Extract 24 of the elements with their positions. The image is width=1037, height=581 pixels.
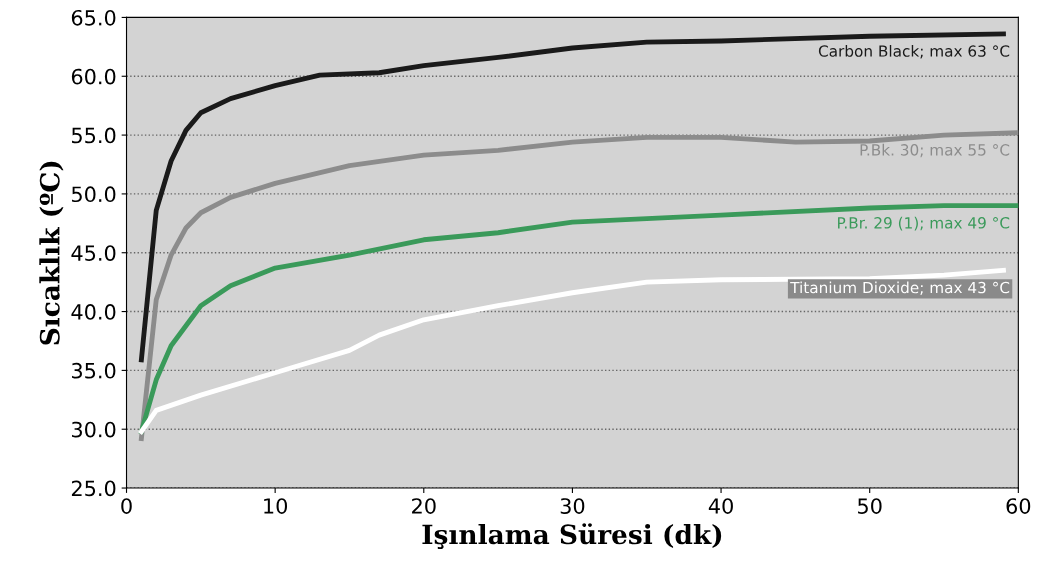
x-tick-label: 40 [708, 498, 733, 514]
x-tick-label: 50 [858, 498, 882, 514]
series-label: P.Br. 29 (1); max 49 °C [838, 216, 1010, 231]
y-tick-label: 65.0 [71, 9, 116, 26]
line-series [138, 203, 1019, 434]
y-tick-label: 50.0 [72, 186, 116, 203]
y-tick-label: 60.0 [71, 68, 116, 85]
y-tick-label: 25.0 [71, 480, 116, 497]
y-tick-label: 40.0 [71, 304, 116, 320]
y-tick-label: 35.0 [71, 362, 116, 379]
series-label: P.Bk. 30; max 55 °C [860, 143, 1010, 158]
x-tick-label: 60 [1006, 498, 1031, 514]
x-tick-label: 10 [264, 498, 288, 514]
y-tick-label: 30.0 [71, 421, 116, 438]
x-tick-label: 0 [121, 498, 132, 514]
line-series [138, 130, 1019, 442]
x-axis-title: Işınlama Süresi (dk) [422, 523, 722, 550]
y-tick-label: 55.0 [72, 127, 116, 144]
x-tick-label: 20 [412, 498, 436, 514]
series-label: Titanium Dioxide; max 43 °C [790, 281, 1010, 295]
y-axis-title: Sıcaklık (ºC) [39, 161, 64, 345]
x-tick-label: 30 [560, 498, 585, 514]
y-tick-label: 45.0 [71, 245, 116, 261]
series-label: Carbon Black; max 63 °C [818, 45, 1010, 59]
